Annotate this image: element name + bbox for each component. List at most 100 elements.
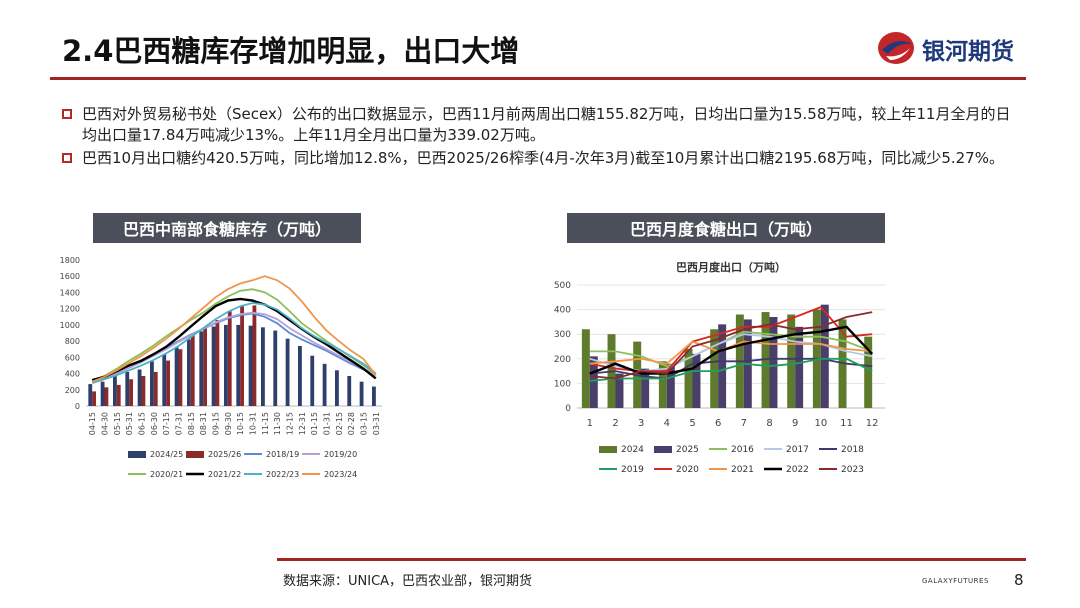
x-tick-label: 02-15 bbox=[335, 412, 344, 435]
bar-2024 bbox=[864, 336, 873, 408]
bar-2024 bbox=[710, 329, 719, 408]
x-tick-label: 12 bbox=[866, 418, 879, 429]
x-tick-label: 03-15 bbox=[360, 412, 369, 435]
bar-2025 bbox=[820, 304, 829, 408]
legend-label: 2020 bbox=[676, 465, 699, 475]
chart-title: 巴西月度出口（万吨） bbox=[676, 260, 786, 274]
bar-2024/25 bbox=[248, 325, 253, 406]
bar-2024/25 bbox=[113, 375, 117, 406]
legend-label: 2022/23 bbox=[266, 470, 299, 479]
x-tick-label: 7 bbox=[741, 418, 747, 429]
x-tick-label: 11-30 bbox=[273, 412, 282, 435]
legend-label: 2021 bbox=[731, 465, 754, 475]
bar-2024 bbox=[581, 329, 590, 408]
x-tick-label: 07-15 bbox=[162, 412, 171, 435]
bar-2024/25 bbox=[261, 327, 265, 406]
legend-swatch-2024/25 bbox=[128, 451, 146, 458]
bar-2025/26 bbox=[240, 306, 244, 406]
bar-2024/25 bbox=[125, 371, 130, 406]
x-tick-label: 5 bbox=[689, 418, 695, 429]
x-tick-label: 1 bbox=[587, 418, 593, 429]
series-line-2019/20 bbox=[91, 311, 377, 385]
right-chart-panel-title: 巴西月度食糖出口（万吨） bbox=[567, 213, 885, 243]
bar-2024/25 bbox=[211, 326, 216, 406]
series-line-2023 bbox=[589, 311, 873, 380]
y-tick-label: 0 bbox=[75, 402, 80, 411]
legend-label: 2024/25 bbox=[150, 450, 183, 459]
square-bullet-icon bbox=[62, 109, 72, 119]
y-tick-label: 100 bbox=[554, 379, 571, 389]
logo-text: 银河期货 bbox=[922, 39, 1014, 65]
x-tick-label: 4 bbox=[664, 418, 670, 429]
y-tick-label: 200 bbox=[554, 355, 571, 365]
page-title: 2.4巴西糖库存增加明显，出口大增 bbox=[62, 34, 520, 68]
y-tick-label: 1600 bbox=[60, 272, 80, 281]
bar-2025/26 bbox=[116, 384, 121, 406]
y-tick-label: 0 bbox=[565, 404, 571, 414]
legend-label: 2025 bbox=[676, 445, 699, 455]
bar-2024 bbox=[787, 314, 796, 408]
footer-divider bbox=[277, 558, 1026, 561]
y-tick-label: 400 bbox=[65, 370, 80, 379]
x-tick-label: 8 bbox=[766, 418, 772, 429]
x-tick-label: 01-15 bbox=[310, 412, 319, 435]
x-tick-label: 11 bbox=[840, 418, 853, 429]
x-tick-label: 10 bbox=[814, 418, 827, 429]
bullet-text: 巴西对外贸易秘书处（Secex）公布的出口数据显示，巴西11月前两周出口糖155… bbox=[82, 105, 1011, 144]
footer-brand: GALAXYFUTURES bbox=[922, 577, 989, 585]
x-tick-label: 12-31 bbox=[298, 412, 307, 435]
data-source: 数据来源：UNICA，巴西农业部，银河期货 bbox=[283, 574, 533, 589]
bar-2025 bbox=[718, 324, 727, 408]
y-tick-label: 1800 bbox=[60, 256, 80, 265]
bar-2024 bbox=[684, 348, 693, 408]
bar-2025/26 bbox=[252, 305, 257, 406]
bar-2024/25 bbox=[335, 370, 339, 406]
galaxy-logo-icon bbox=[878, 32, 914, 64]
bar-2024/25 bbox=[273, 330, 278, 406]
left-chart-panel-title: 巴西中南部食糖库存（万吨） bbox=[93, 213, 361, 243]
x-tick-label: 01-31 bbox=[323, 412, 332, 435]
x-tick-label: 10-31 bbox=[249, 412, 258, 435]
bar-2025 bbox=[641, 368, 650, 408]
series-line-2020/21 bbox=[91, 288, 377, 382]
y-tick-label: 1400 bbox=[60, 288, 80, 297]
series-line-2021/22 bbox=[91, 297, 377, 382]
bar-2025/26 bbox=[215, 320, 220, 406]
y-tick-label: 600 bbox=[65, 353, 80, 362]
bar-2025 bbox=[692, 353, 701, 408]
legend-label: 2024 bbox=[621, 445, 644, 455]
legend-label: 2025/26 bbox=[208, 450, 241, 459]
x-tick-label: 09-15 bbox=[212, 412, 221, 435]
legend-swatch-2025/26 bbox=[186, 451, 204, 458]
x-tick-label: 03-31 bbox=[372, 412, 381, 435]
y-tick-label: 200 bbox=[65, 386, 80, 395]
y-tick-label: 800 bbox=[65, 337, 80, 346]
bar-2025/26 bbox=[129, 379, 133, 406]
series-line-2017 bbox=[589, 333, 873, 373]
bar-2024/25 bbox=[100, 381, 105, 406]
x-tick-label: 08-31 bbox=[199, 412, 208, 435]
x-tick-label: 10-15 bbox=[236, 412, 245, 435]
bar-2024/25 bbox=[187, 339, 191, 406]
inventory-chart: 0 200 400 600 800 1000 1200 1400 1600 1800 04-15 04… bbox=[60, 256, 382, 479]
x-tick-label: 05-15 bbox=[113, 412, 122, 435]
bar-2024/25 bbox=[347, 375, 352, 406]
bar-2025 bbox=[769, 316, 778, 408]
x-tick-label: 09-30 bbox=[224, 412, 233, 435]
x-tick-label: 05-31 bbox=[125, 412, 134, 435]
x-tick-label: 9 bbox=[792, 418, 798, 429]
bar-2024/25 bbox=[162, 354, 167, 406]
legend-label: 2016 bbox=[731, 445, 754, 455]
y-tick-label: 300 bbox=[554, 330, 571, 340]
x-tick-label: 02-28 bbox=[347, 412, 356, 435]
x-tick-label: 3 bbox=[638, 418, 644, 429]
legend-label: 2022 bbox=[786, 465, 809, 475]
bar-2024/25 bbox=[310, 355, 315, 406]
company-logo: 银河期货 bbox=[876, 30, 1031, 66]
bar-2025/26 bbox=[178, 349, 183, 406]
x-tick-label: 6 bbox=[715, 418, 721, 429]
bullet-text: 巴西10月出口糖约420.5万吨，同比增加12.8%，巴西2025/26榨季(4… bbox=[82, 149, 1004, 167]
bar-2025/26 bbox=[190, 334, 195, 406]
legend-label: 2018 bbox=[841, 445, 864, 455]
